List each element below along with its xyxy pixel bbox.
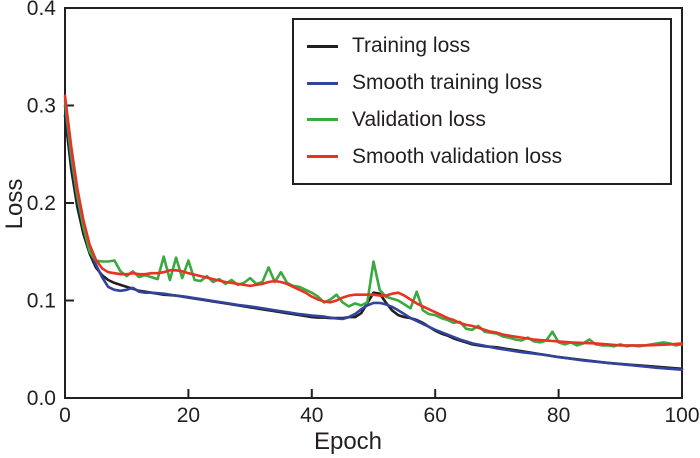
series-line-smooth-training-loss xyxy=(63,104,684,372)
x-tick-label: 100 xyxy=(664,404,699,427)
x-tick-label: 60 xyxy=(424,404,447,427)
legend-line-swatch xyxy=(307,118,338,122)
legend: Training loss Smooth training loss Validat… xyxy=(292,18,672,185)
x-tick-label: 0 xyxy=(59,404,71,427)
legend-label: Validation loss xyxy=(352,107,486,131)
x-tick-label: 80 xyxy=(547,404,570,427)
legend-item-smooth-validation-loss: Smooth validation loss xyxy=(307,138,670,175)
legend-label: Smooth validation loss xyxy=(352,144,563,168)
y-tick-label: 0.4 xyxy=(27,0,57,20)
y-tick-label: 0.1 xyxy=(27,290,56,313)
legend-line-swatch xyxy=(307,155,338,159)
y-axis-label: Loss xyxy=(1,178,28,230)
x-tick-label: 20 xyxy=(177,404,200,427)
legend-line-swatch xyxy=(307,44,338,48)
x-axis-label: Epoch xyxy=(313,428,383,455)
legend-item-smooth-training-loss: Smooth training loss xyxy=(307,65,670,102)
plot-frame xyxy=(64,7,683,399)
legend-line-swatch xyxy=(307,81,338,85)
legend-item-training-loss: Training loss xyxy=(307,28,670,65)
legend-label: Training loss xyxy=(352,34,471,58)
y-tick-label: 0.2 xyxy=(27,192,56,215)
y-tick-label: 0.3 xyxy=(27,95,56,118)
x-tick-label: 40 xyxy=(300,404,323,427)
series-line-smooth-validation-loss xyxy=(63,94,684,347)
y-tick-label: 0.0 xyxy=(27,387,56,410)
legend-label: Smooth training loss xyxy=(352,71,543,95)
legend-item-validation-loss: Validation loss xyxy=(307,102,670,139)
